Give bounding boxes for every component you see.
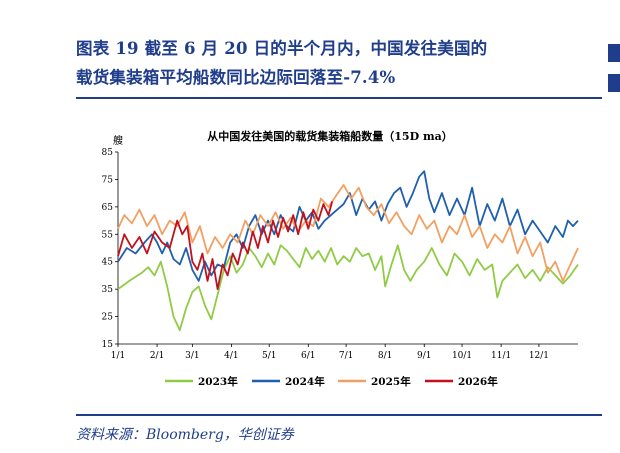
y-tick-label: 65 xyxy=(102,203,114,213)
y-tick-label: 85 xyxy=(102,148,114,158)
x-tick-label: 11/1 xyxy=(491,351,511,361)
x-tick-label: 8/1 xyxy=(378,351,392,361)
x-tick-label: 9/1 xyxy=(417,351,431,361)
y-tick-label: 55 xyxy=(102,230,114,240)
legend: 2023年 2024年 2025年 2026年 xyxy=(165,375,498,388)
axes: 15 25 35 45 55 65 75 85 1/1 2/1 3/1 4/1 5/1 6/1 7/1 8/1… xyxy=(102,148,578,361)
series-line-2023 xyxy=(117,244,579,332)
chart-title: 从中国发往美国的载货集装箱船数量（15D ma） xyxy=(207,129,452,143)
x-tick-label: 1/1 xyxy=(111,351,125,361)
series-line-2024 xyxy=(117,170,579,282)
legend-label-2023: 2023年 xyxy=(198,375,238,388)
adjacent-column-edge-top xyxy=(608,44,620,62)
y-tick-label: 15 xyxy=(102,340,114,350)
y-axis-unit: 艘 xyxy=(113,134,123,147)
x-tick-label: 10/1 xyxy=(452,351,472,361)
x-tick-label: 2/1 xyxy=(150,351,164,361)
y-tick-label: 35 xyxy=(102,285,114,295)
x-tick-label: 12/1 xyxy=(529,351,549,361)
figure-title-line2: 载货集装箱平均船数同比边际回落至-7.4% xyxy=(76,68,396,87)
y-tick-label: 45 xyxy=(102,258,114,268)
x-tick-label: 5/1 xyxy=(262,351,276,361)
x-tick-label: 4/1 xyxy=(224,351,238,361)
legend-label-2025: 2025年 xyxy=(371,375,411,388)
y-tick-label: 75 xyxy=(102,175,114,185)
figure-title: 图表 19 截至 6 月 20 日的半个月内，中国发往美国的 载货集装箱平均船数… xyxy=(76,34,596,92)
source-note: 资料来源：Bloomberg，华创证券 xyxy=(76,427,294,443)
series-line-2025 xyxy=(117,184,579,282)
adjacent-column-edge-mid xyxy=(608,74,620,92)
x-tick-label: 3/1 xyxy=(185,351,199,361)
series-line-2026 xyxy=(117,201,334,290)
header-rule xyxy=(76,97,602,99)
footer-rule xyxy=(76,414,602,416)
y-tick-label: 25 xyxy=(102,313,114,323)
legend-label-2024: 2024年 xyxy=(285,375,325,388)
legend-label-2026: 2026年 xyxy=(458,375,498,388)
x-tick-label: 7/1 xyxy=(339,351,353,361)
figure-title-line1: 图表 19 截至 6 月 20 日的半个月内，中国发往美国的 xyxy=(76,39,488,58)
series-lines xyxy=(117,170,579,332)
x-tick-label: 6/1 xyxy=(301,351,315,361)
